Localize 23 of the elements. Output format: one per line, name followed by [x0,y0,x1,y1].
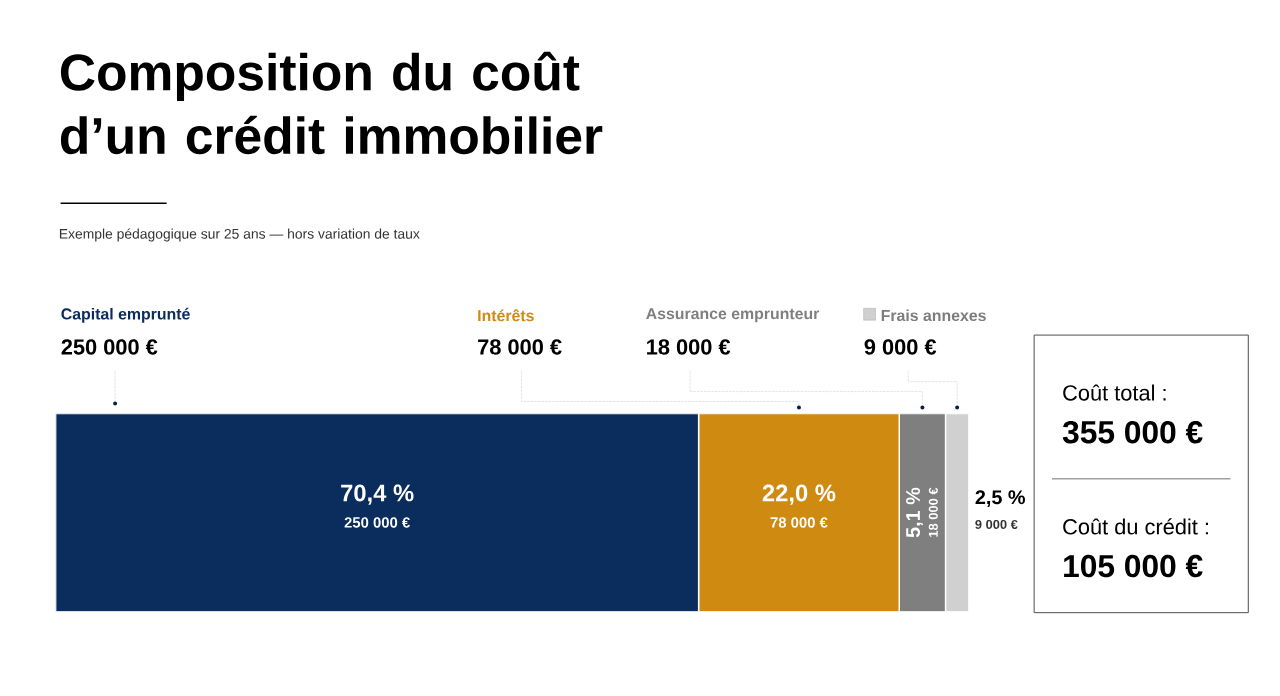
data-label: 9 000 € [975,519,1018,530]
text: 78 000 € [478,339,562,355]
text: Coût du crédit : [1063,518,1208,535]
text: Coût total : [1063,384,1166,401]
legend-label: Frais annexes [881,309,986,322]
text: Assurance emprunteur [646,308,820,323]
data-label: 250 000 € [344,517,410,528]
text: 105 000 € [1064,554,1203,578]
bar [55,413,700,612]
data-label: 18 000 € [928,487,938,537]
text: 250 000 € [61,339,158,355]
data-label: 78 000 € [770,517,828,528]
text: Intérêts [478,309,534,322]
text: 9 000 € [864,339,937,355]
annotation: 22,0 % [762,484,836,505]
annotation: 5,1 % [906,487,923,538]
text: Capital emprunté [61,307,190,323]
text: 2,5 % [975,490,1026,508]
chart-title: Composition du coût d’un crédit immobilier [60,51,603,155]
annotation: 70,4 % [341,484,414,505]
chart-subtitle: Exemple pédagogique sur 25 ans — hors variation de taux [59,228,420,242]
text: 18 000 € [647,339,731,355]
text: 355 000 € [1062,421,1203,444]
